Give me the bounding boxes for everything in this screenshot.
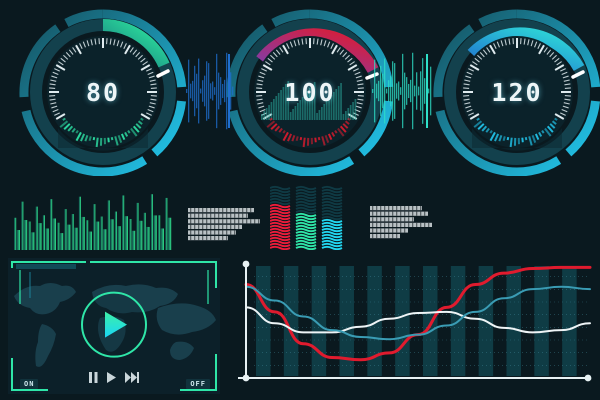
horizontal-bars-right bbox=[370, 206, 442, 247]
status-off[interactable]: OFF bbox=[186, 379, 210, 389]
gauge-center[interactable]: 100 bbox=[225, 8, 395, 176]
gauge-left-graphic bbox=[19, 9, 187, 176]
play-icon-small[interactable] bbox=[107, 370, 116, 388]
bar-widgets-row bbox=[0, 182, 600, 254]
waveform-right bbox=[372, 52, 432, 130]
gauge-left[interactable]: 80 bbox=[18, 8, 188, 176]
gauge-row: 80 100 bbox=[0, 0, 600, 180]
next-track-icon[interactable] bbox=[125, 370, 139, 388]
gauge-right[interactable]: 120 bbox=[432, 8, 600, 176]
line-chart-graphic bbox=[238, 260, 592, 382]
line-chart[interactable] bbox=[232, 258, 594, 396]
pause-icon[interactable] bbox=[89, 370, 98, 388]
world-map-video-panel[interactable]: ON OFF bbox=[8, 258, 220, 394]
stacked-meters bbox=[269, 184, 348, 255]
gauge-center-graphic bbox=[226, 9, 394, 176]
equalizer-green bbox=[14, 184, 174, 255]
play-icon bbox=[105, 311, 127, 338]
transport-controls[interactable] bbox=[89, 370, 139, 388]
gauge-right-graphic bbox=[433, 9, 600, 176]
status-on[interactable]: ON bbox=[20, 379, 39, 389]
horizontal-bars-left bbox=[188, 208, 260, 247]
waveform-left bbox=[186, 52, 234, 130]
play-button[interactable] bbox=[81, 291, 147, 358]
